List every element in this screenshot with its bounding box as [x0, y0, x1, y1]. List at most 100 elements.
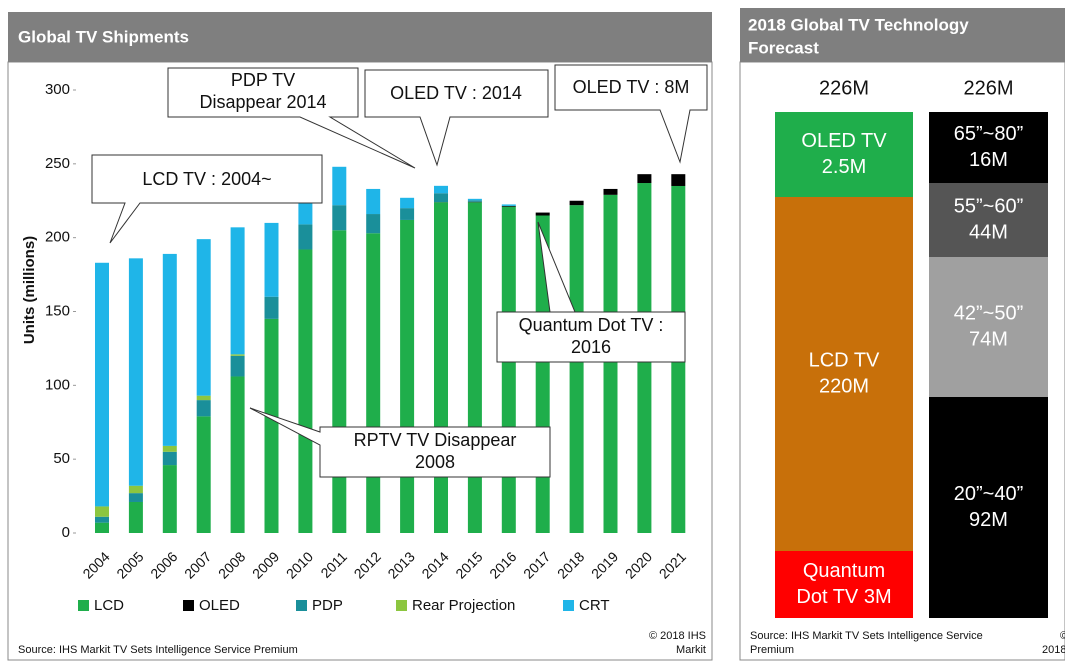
bar-segment [298, 224, 313, 250]
bar-segment [230, 355, 245, 377]
legend-swatch [563, 600, 574, 611]
bar-segment [467, 198, 482, 201]
legend-label: Rear Projection [412, 597, 515, 614]
bar-segment [196, 416, 211, 533]
bar-segment [264, 222, 279, 297]
bar-segment [332, 205, 347, 231]
bar-segment [128, 501, 143, 533]
segment-label: 65”~80” [954, 123, 1024, 145]
bar-segment [434, 185, 448, 194]
legend-swatch [78, 600, 89, 611]
copyright: © [1060, 630, 1065, 642]
bar-segment [162, 465, 177, 533]
annotation: Disappear 2014 [199, 92, 326, 112]
y-tick-label: 0 [62, 524, 70, 541]
segment-label: 220M [819, 375, 869, 397]
callout [249, 407, 551, 478]
bar-segment [467, 202, 482, 533]
bar-segment [95, 516, 109, 523]
legend-label: LCD [94, 597, 124, 614]
callout [364, 69, 549, 167]
bar-segment [264, 318, 279, 533]
bar-segment [230, 354, 245, 356]
segment-label: 74M [969, 328, 1008, 350]
bar-segment [162, 445, 177, 452]
bar-segment [196, 400, 211, 417]
segment-label: 16M [969, 149, 1008, 171]
bar-segment [400, 197, 415, 209]
segment-box [929, 257, 1048, 397]
segment-label: 55”~60” [954, 195, 1024, 217]
annotation: PDP TV [231, 70, 295, 90]
bar-segment [501, 204, 516, 206]
bar-segment [230, 376, 245, 533]
chart-title: Global TV Shipments [18, 27, 189, 46]
source: Source: IHS Markit TV Sets Intelligence … [750, 630, 983, 642]
bar-segment [264, 296, 279, 319]
callout [91, 154, 323, 244]
bar-segment [95, 262, 109, 507]
bar-segment [95, 506, 109, 517]
bar-segment [230, 227, 245, 355]
legend-swatch [296, 600, 307, 611]
segment-label: 42”~50” [954, 302, 1024, 324]
segment-label: 20”~40” [954, 483, 1024, 505]
column-total: 226M [963, 77, 1013, 99]
bar-segment [603, 188, 618, 195]
y-tick-label: 50 [53, 450, 70, 467]
source: Source: IHS Markit TV Sets Intelligence … [18, 644, 298, 656]
legend-label: OLED [199, 597, 240, 614]
annotation: 2016 [571, 337, 611, 357]
bar-segment [128, 485, 143, 494]
bar-segment [569, 205, 584, 533]
bar-segment [366, 188, 381, 215]
segment-label: Quantum [803, 560, 885, 582]
segment-box [775, 112, 913, 197]
left-header [8, 12, 712, 62]
bar-segment [128, 258, 143, 486]
y-tick-label: 200 [45, 229, 70, 246]
right-header [740, 8, 1065, 62]
bar-segment [467, 200, 482, 202]
bar-segment [366, 214, 381, 234]
bar-segment [298, 249, 313, 534]
segment-box [929, 112, 1048, 183]
segment-box [775, 197, 913, 551]
bar-segment [128, 493, 143, 502]
segment-box [929, 397, 1048, 618]
annotation: Quantum Dot TV : [519, 315, 664, 335]
bar-segment [603, 194, 618, 534]
y-axis-label: Units (millions) [21, 236, 38, 344]
bar-segment [637, 174, 652, 184]
segment-label: 92M [969, 509, 1008, 531]
bar-segment [196, 239, 211, 396]
bar-segment [501, 205, 516, 207]
legend-swatch [396, 600, 407, 611]
segment-label: LCD TV [809, 349, 880, 371]
bar-segment [95, 522, 109, 533]
segment-label: 2.5M [822, 156, 866, 178]
y-tick-label: 250 [45, 155, 70, 172]
forecast-title: Forecast [748, 38, 819, 57]
copyright: © 2018 IHS [649, 630, 706, 642]
segment-label: OLED TV [801, 130, 887, 152]
y-tick-label: 150 [45, 302, 70, 319]
bar-segment [196, 395, 211, 401]
column-total: 226M [819, 77, 869, 99]
legend-swatch [183, 600, 194, 611]
annotation: OLED TV : 8M [573, 77, 690, 97]
bar-segment [162, 253, 177, 446]
bar-segment [332, 166, 347, 206]
bar-segment [332, 230, 347, 534]
segment-label: 44M [969, 221, 1008, 243]
y-tick-label: 300 [45, 81, 70, 98]
bar-segment [400, 208, 415, 220]
bar-segment [535, 212, 550, 216]
bar-segment [162, 451, 177, 466]
callout [167, 67, 416, 169]
annotation: LCD TV : 2004~ [142, 169, 271, 189]
bar-segment [434, 193, 448, 203]
bar-segment [434, 202, 448, 533]
annotation: 2008 [415, 452, 455, 472]
